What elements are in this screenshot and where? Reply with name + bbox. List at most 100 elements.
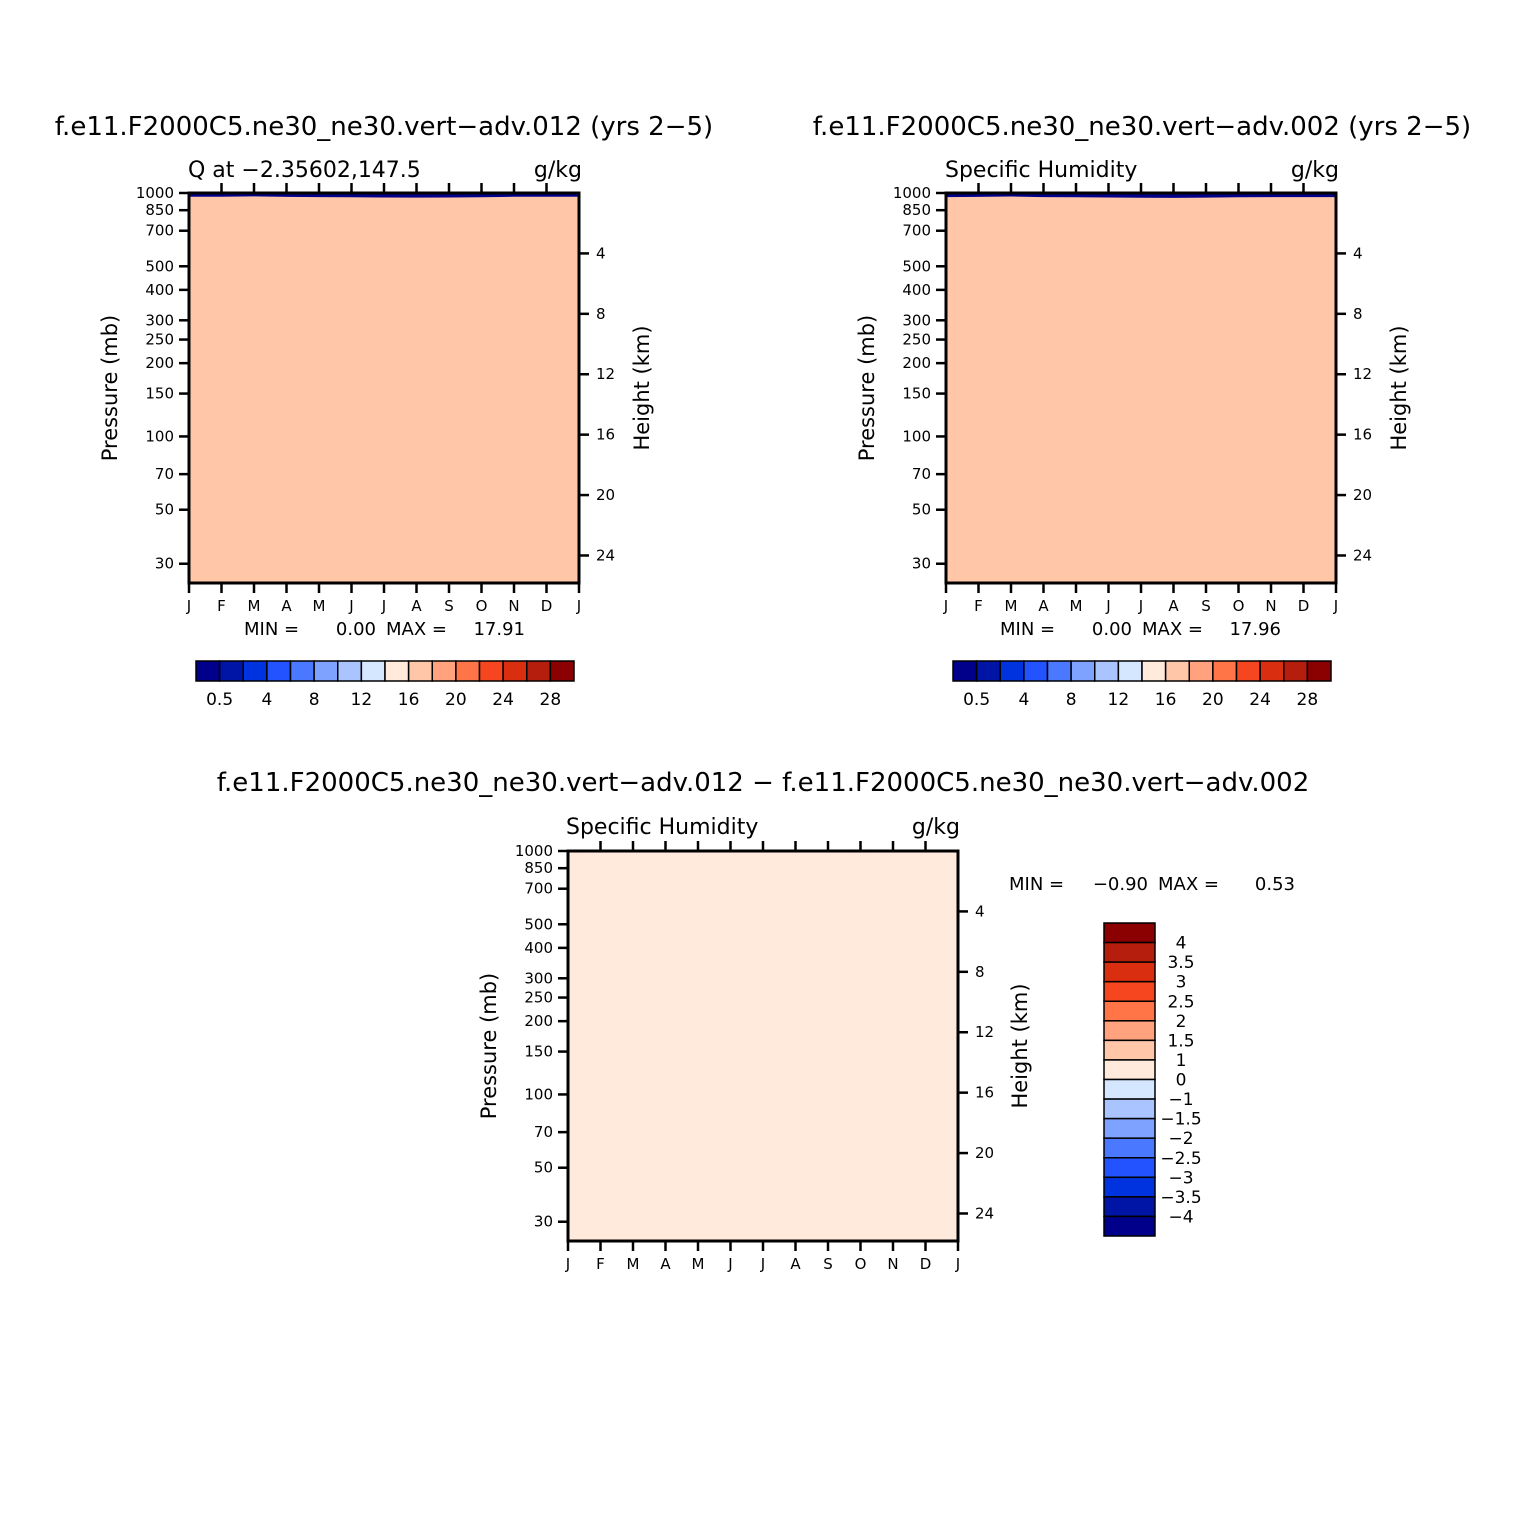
colorbar-panel3-swatch — [1103, 941, 1156, 963]
panel1-y-tick-label: 1000 — [136, 184, 174, 202]
panel2-x-tick-label: D — [1298, 597, 1310, 615]
panel1-x-tick-label: N — [508, 597, 519, 615]
panel2-units: g/kg — [1291, 158, 1339, 183]
colorbar-panel3-label: −4 — [1168, 1207, 1193, 1227]
panel1-plot-area: J F M A M J J A S O N D J 30 50 70 100 150 200 250 300 400 500… — [136, 183, 615, 615]
panel1-y-tick-label: 300 — [145, 311, 174, 329]
panel2-y-tick-label: 30 — [912, 555, 931, 573]
colorbar-panel2-swatch — [1023, 660, 1049, 682]
colorbar-panel3-label: 1 — [1176, 1051, 1187, 1071]
panel3-plot-area: J F M A M J J A S O N D J 30 50 70 100 150 200 250 300 400 500… — [515, 841, 994, 1273]
panel3-title: f.e11.F2000C5.ne30_ne30.vert−adv.012 − f… — [217, 768, 1309, 798]
panel2-x-tick-label: F — [974, 597, 983, 615]
colorbar-panel3-label: −2 — [1168, 1129, 1193, 1149]
colorbar-panel1-swatch — [502, 660, 528, 682]
colorbar-panel3-label: −3 — [1168, 1168, 1193, 1188]
colorbar-panel2-label: 0.5 — [963, 690, 990, 710]
colorbar-panel1-swatch — [407, 660, 433, 682]
colorbar-panel3-label: 4 — [1176, 934, 1187, 954]
colorbar-panel3-swatch — [1103, 1157, 1156, 1179]
panel2-y-tick-label: 50 — [912, 501, 931, 519]
colorbar-panel2-swatch — [1046, 660, 1072, 682]
panel3-max-label: MAX = — [1158, 874, 1219, 895]
colorbar-panel1-swatch — [549, 660, 575, 682]
colorbar-panel2-swatch — [1141, 660, 1167, 682]
colorbar-panel3-swatch — [1103, 1196, 1156, 1218]
panel2-y-tick-label: 300 — [902, 311, 931, 329]
panel-top-left: f.e11.F2000C5.ne30_ne30.vert−adv.012 (yr… — [55, 112, 713, 640]
colorbar-panel2-swatch — [1235, 660, 1261, 682]
panel2-y-right-tick-label: 12 — [1353, 365, 1372, 383]
panel1-y-tick-label: 100 — [145, 427, 174, 445]
panel2-x-tick-label: M — [1005, 597, 1018, 615]
colorbar-panel3-label: −2.5 — [1160, 1149, 1201, 1169]
panel3-y-right-tick-label: 8 — [975, 963, 985, 981]
panel3-units: g/kg — [912, 815, 960, 840]
colorbar-panel3-swatch — [1103, 1039, 1156, 1061]
panel1-x-tick-label: D — [541, 597, 553, 615]
panel3-y-tick-label: 100 — [524, 1085, 553, 1103]
panel3-y-right-tick-label: 20 — [975, 1144, 994, 1162]
colorbars: 0.5 4 8 12 16 20 24 28 0.5 4 8 12 16 20 24 2843.532.521… — [195, 660, 1332, 1237]
panel1-y-tick-label: 150 — [145, 385, 174, 403]
panel2-band-16 — [946, 196, 1336, 583]
panel2-x-tick-label: S — [1201, 597, 1211, 615]
colorbar-panel1-swatch — [242, 660, 268, 682]
panel-bottom-difference: f.e11.F2000C5.ne30_ne30.vert−adv.012 − f… — [217, 768, 1309, 1273]
colorbar-panel1-swatch — [289, 660, 315, 682]
panel2-ylabel: Pressure (mb) — [855, 315, 879, 462]
panel2-min-label: MIN = — [1000, 619, 1055, 640]
colorbar-panel2-label: 12 — [1108, 690, 1130, 710]
colorbar-panel2-swatch — [1259, 660, 1285, 682]
panel3-y-tick-label: 150 — [524, 1043, 553, 1061]
colorbar-panel1-swatch — [218, 660, 244, 682]
panel-top-right: f.e11.F2000C5.ne30_ne30.vert−adv.002 (yr… — [813, 112, 1471, 640]
panel3-y-tick-label: 50 — [534, 1159, 553, 1177]
colorbar-panel2-swatch — [952, 660, 978, 682]
colorbar-panel1-label: 0.5 — [206, 690, 233, 710]
panel2-y-tick-label: 70 — [912, 465, 931, 483]
panel3-y-tick-label: 250 — [524, 989, 553, 1007]
colorbar-panel2-swatch — [999, 660, 1025, 682]
colorbar-panel1-swatch — [478, 660, 504, 682]
panel1-min-label: MIN = — [244, 619, 299, 640]
panel3-x-tick-label: F — [596, 1255, 605, 1273]
panel3-y-tick-label: 200 — [524, 1012, 553, 1030]
panel2-x-tick-label: J — [1333, 597, 1338, 615]
panel3-x-tick-label: O — [855, 1255, 867, 1273]
colorbar-panel2-swatch — [975, 660, 1001, 682]
colorbar-panel3-swatch — [1103, 1000, 1156, 1022]
panel1-y-tick-label: 200 — [145, 354, 174, 372]
panel1-y-right-tick-label: 24 — [596, 546, 615, 564]
colorbar-panel1-swatch — [195, 660, 221, 682]
panel1-y-right-tick-label: 16 — [596, 426, 615, 444]
panel3-x-tick-label: M — [692, 1255, 705, 1273]
panel3-ylabel-right: Height (km) — [1008, 983, 1032, 1108]
panel1-x-tick-label: J — [381, 597, 386, 615]
colorbar-panel1-swatch — [431, 660, 457, 682]
panel1-ylabel-right: Height (km) — [630, 325, 654, 450]
panel2-left-label: Specific Humidity — [945, 158, 1137, 183]
colorbar-panel3-label: 2.5 — [1167, 992, 1194, 1012]
panel1-x-tick-label: M — [313, 597, 326, 615]
panel1-x-tick-label: J — [186, 597, 191, 615]
colorbar-panel1-swatch — [526, 660, 552, 682]
panel1-max-label: MAX = — [386, 619, 447, 640]
panel2-title: f.e11.F2000C5.ne30_ne30.vert−adv.002 (yr… — [813, 112, 1471, 142]
panel3-x-tick-label: A — [790, 1255, 801, 1273]
panel3-max-value: 0.53 — [1255, 874, 1295, 895]
colorbar-panel1-label: 4 — [261, 690, 272, 710]
colorbar-panel2-swatch — [1188, 660, 1214, 682]
panel2-y-right-tick-label: 24 — [1353, 546, 1372, 564]
panel1-y-tick-label: 500 — [145, 257, 174, 275]
panel1-x-tick-label: A — [281, 597, 292, 615]
colorbar-panel2-swatch — [1283, 660, 1309, 682]
panel2-y-tick-label: 100 — [902, 427, 931, 445]
panel2-y-right-tick-label: 16 — [1353, 426, 1372, 444]
panel2-plot-area: J F M A M J J A S O N D J 30 50 70 100 150 200 250 300 400 500… — [893, 183, 1372, 615]
panel2-x-tick-label: M — [1070, 597, 1083, 615]
panel1-y-tick-label: 70 — [155, 465, 174, 483]
panel1-left-label: Q at −2.35602,147.5 — [188, 158, 421, 183]
colorbar-panel1-label: 8 — [309, 690, 320, 710]
